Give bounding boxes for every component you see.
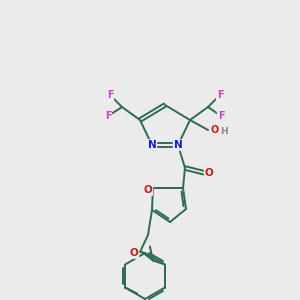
Text: N: N xyxy=(148,140,156,150)
Text: O: O xyxy=(211,125,219,135)
Text: O: O xyxy=(130,248,138,258)
Text: N: N xyxy=(174,140,182,150)
Text: F: F xyxy=(218,111,224,121)
Text: H: H xyxy=(220,127,228,136)
Text: O: O xyxy=(205,168,213,178)
Text: F: F xyxy=(105,111,111,121)
Text: O: O xyxy=(144,185,152,195)
Text: F: F xyxy=(217,90,223,100)
Text: F: F xyxy=(107,90,113,100)
